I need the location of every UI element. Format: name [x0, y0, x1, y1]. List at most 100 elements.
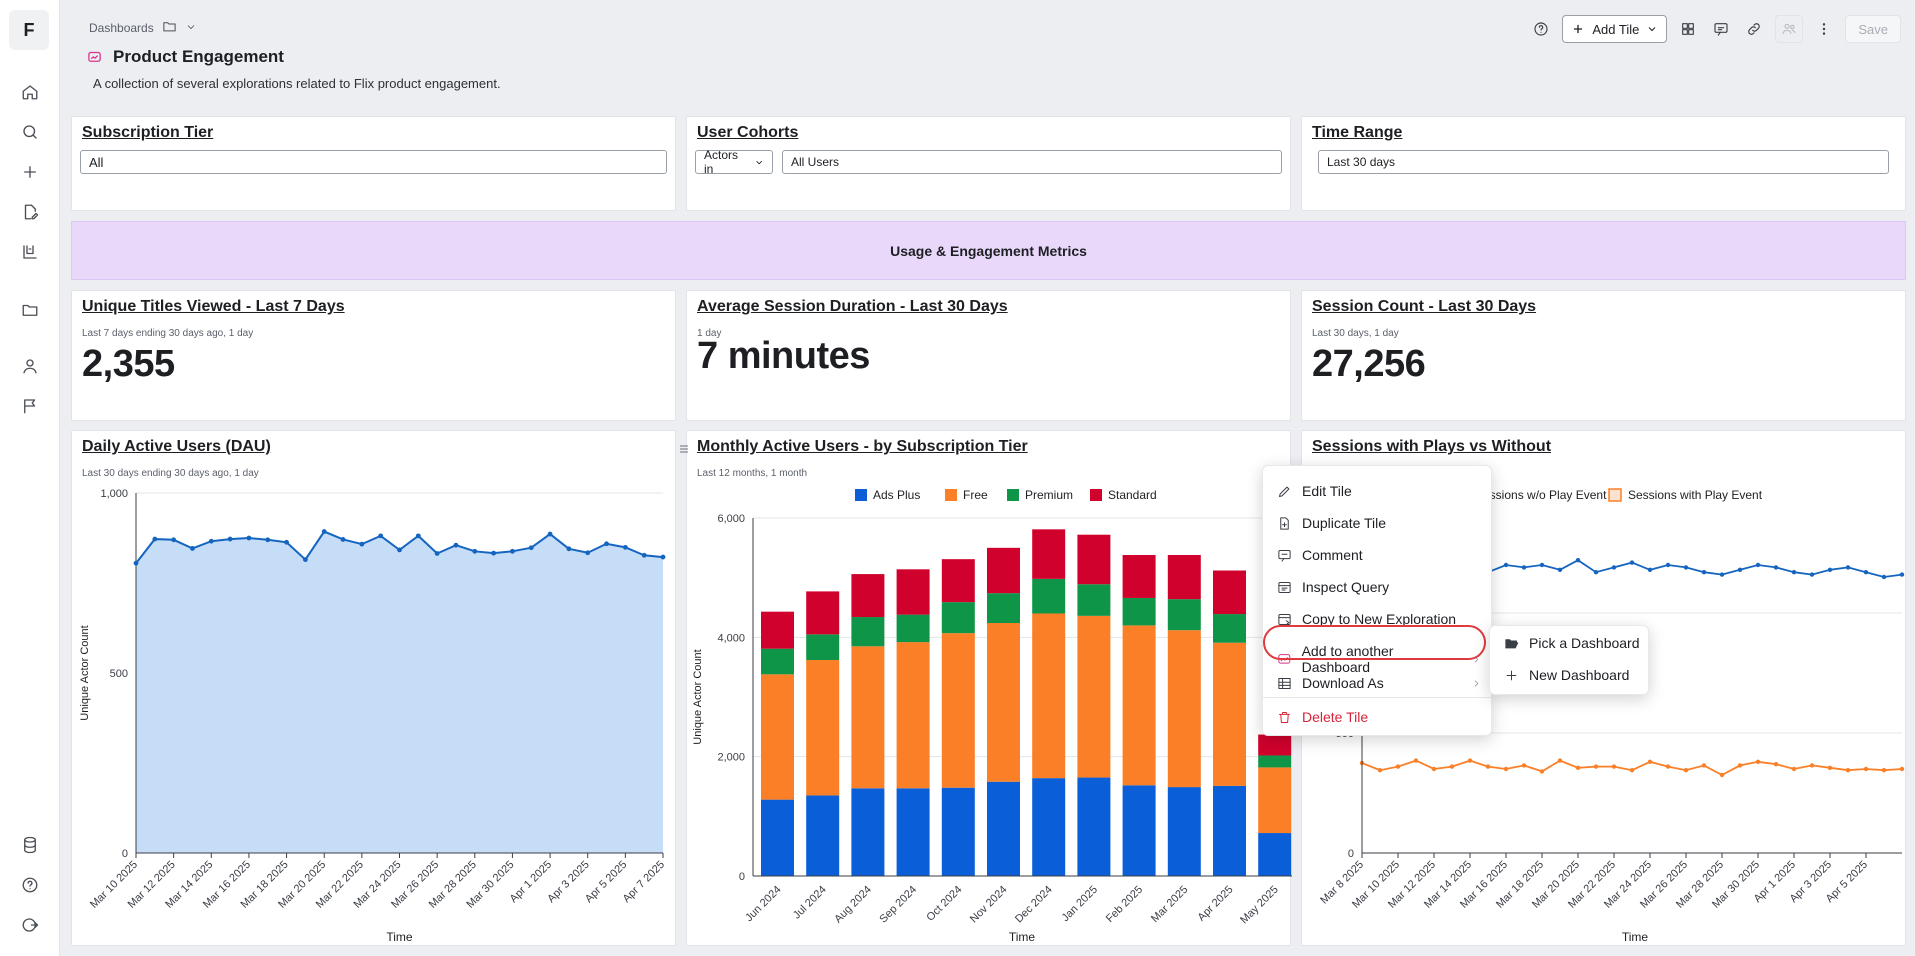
kpi-title[interactable]: Average Session Duration - Last 30 Days — [697, 298, 1008, 315]
filter-title[interactable]: User Cohorts — [697, 124, 799, 141]
kpi-value: 7 minutes — [697, 335, 870, 377]
bar-segment — [1213, 785, 1246, 876]
series-point — [1845, 565, 1851, 570]
filter-time-range: Time Range Last 30 days — [1301, 116, 1906, 211]
menu-copy-to-exploration[interactable]: Copy to New Exploration — [1277, 611, 1456, 627]
series-point — [1665, 562, 1671, 568]
bar-segment — [1167, 554, 1201, 600]
home-icon[interactable] — [18, 80, 42, 104]
series-point — [1503, 766, 1509, 772]
submenu-new-dashboard[interactable]: New Dashboard — [1504, 667, 1629, 683]
search-icon[interactable] — [18, 120, 42, 144]
folder-icon[interactable] — [18, 298, 42, 322]
dau-point — [227, 536, 233, 542]
bar-segment — [896, 788, 930, 876]
legend-label: Sessions with Play Event — [1628, 488, 1763, 502]
y-tick-label: 1,000 — [100, 488, 128, 500]
bar-segment — [1213, 642, 1246, 786]
filter-title[interactable]: Subscription Tier — [82, 124, 214, 141]
dau-point — [378, 533, 384, 539]
bar-segment — [1122, 554, 1156, 598]
series-point — [1737, 763, 1743, 768]
dau-point — [208, 538, 214, 544]
time-range-input[interactable]: Last 30 days — [1318, 150, 1889, 174]
bar-segment — [941, 602, 975, 634]
dau-point — [415, 533, 421, 539]
menu-item-label: Delete Tile — [1302, 709, 1369, 725]
series-point — [1701, 763, 1707, 768]
bar-segment — [1213, 570, 1246, 615]
folder-icon[interactable] — [162, 19, 177, 37]
link-icon[interactable] — [1742, 17, 1766, 41]
y-tick-label: 0 — [1348, 848, 1354, 860]
more-vertical-icon[interactable] — [1812, 17, 1836, 41]
dau-point — [434, 551, 440, 556]
series-point — [1683, 768, 1689, 773]
x-tick-label: Jan 2025 — [1060, 884, 1100, 924]
menu-download-as[interactable]: Download As — [1277, 675, 1482, 691]
logout-icon[interactable] — [18, 913, 42, 937]
series-point — [1665, 764, 1671, 769]
database-icon[interactable] — [18, 833, 42, 857]
breadcrumb-dashboards-link[interactable]: Dashboards — [89, 21, 154, 35]
filter-title[interactable]: Time Range — [1312, 124, 1403, 141]
submenu-pick-dashboard[interactable]: Pick a Dashboard — [1504, 635, 1640, 651]
x-tick-label: Jun 2024 — [743, 884, 783, 924]
comment-icon[interactable] — [1709, 17, 1733, 41]
legend-swatch — [1007, 489, 1019, 501]
series-point — [1593, 570, 1599, 575]
series-point — [1467, 758, 1473, 763]
filter-user-cohorts: User Cohorts Actors in All Users — [686, 116, 1291, 211]
add-tile-button[interactable]: Add Tile — [1562, 15, 1668, 43]
legend-swatch — [945, 489, 957, 501]
cohort-mode-select[interactable]: Actors in — [695, 148, 773, 176]
bar-segment — [851, 788, 885, 876]
bar-segment — [1077, 615, 1111, 778]
menu-edit-tile[interactable]: Edit Tile — [1277, 483, 1352, 499]
help-icon[interactable] — [1529, 17, 1553, 41]
users-icon[interactable] — [1775, 15, 1804, 43]
chevron-down-icon — [1649, 27, 1656, 32]
kpi-title[interactable]: Unique Titles Viewed - Last 7 Days — [82, 298, 345, 315]
help-icon[interactable] — [18, 873, 42, 897]
subscription-tier-select[interactable]: All — [80, 150, 667, 174]
menu-duplicate-tile[interactable]: Duplicate Tile — [1277, 515, 1386, 531]
menu-delete-tile[interactable]: Delete Tile — [1277, 709, 1368, 725]
flag-icon[interactable] — [18, 394, 42, 418]
drag-handle-icon[interactable] — [679, 441, 689, 453]
add-dashboard-submenu: Pick a Dashboard New Dashboard — [1489, 625, 1649, 695]
menu-add-to-dashboard[interactable]: Add to another Dashboard — [1277, 643, 1482, 675]
cohort-value-input[interactable]: All Users — [782, 150, 1282, 174]
series-point — [1647, 567, 1653, 572]
y-tick-label: 0 — [739, 871, 745, 883]
chart-title[interactable]: Monthly Active Users - by Subscription T… — [697, 438, 1028, 455]
menu-item-label: Pick a Dashboard — [1529, 635, 1640, 651]
menu-item-label: Download As — [1302, 675, 1384, 691]
bar-segment — [987, 623, 1020, 782]
lab-icon[interactable] — [18, 240, 42, 264]
menu-comment[interactable]: Comment — [1277, 547, 1363, 563]
bar-segment — [1258, 755, 1292, 768]
bar-segment — [1077, 584, 1111, 616]
kpi-title[interactable]: Session Count - Last 30 Days — [1312, 298, 1537, 315]
save-button[interactable]: Save — [1845, 15, 1901, 43]
document-edit-icon[interactable] — [18, 200, 42, 224]
app-logo[interactable]: F — [9, 10, 49, 50]
layout-grid-icon[interactable] — [1676, 17, 1700, 41]
menu-inspect-query[interactable]: Inspect Query — [1277, 579, 1389, 595]
plus-icon[interactable] — [18, 160, 42, 184]
legend-label: Standard — [1108, 488, 1157, 502]
bar-segment — [1032, 529, 1066, 579]
series-point — [1575, 765, 1581, 770]
kpi-unique-titles: Unique Titles Viewed - Last 7 Days Last … — [71, 290, 676, 421]
user-icon[interactable] — [18, 354, 42, 378]
chart-title[interactable]: Daily Active Users (DAU) — [82, 438, 271, 455]
kpi-session-duration: Average Session Duration - Last 30 Days … — [686, 290, 1291, 421]
dau-point — [133, 560, 139, 566]
add-tile-label: Add Tile — [1592, 21, 1640, 37]
bar-segment — [1032, 613, 1066, 779]
series-point — [1647, 759, 1653, 764]
legend-swatch — [1608, 488, 1622, 502]
chevron-down-icon[interactable] — [185, 21, 197, 36]
chart-title[interactable]: Sessions with Plays vs Without — [1312, 438, 1552, 455]
